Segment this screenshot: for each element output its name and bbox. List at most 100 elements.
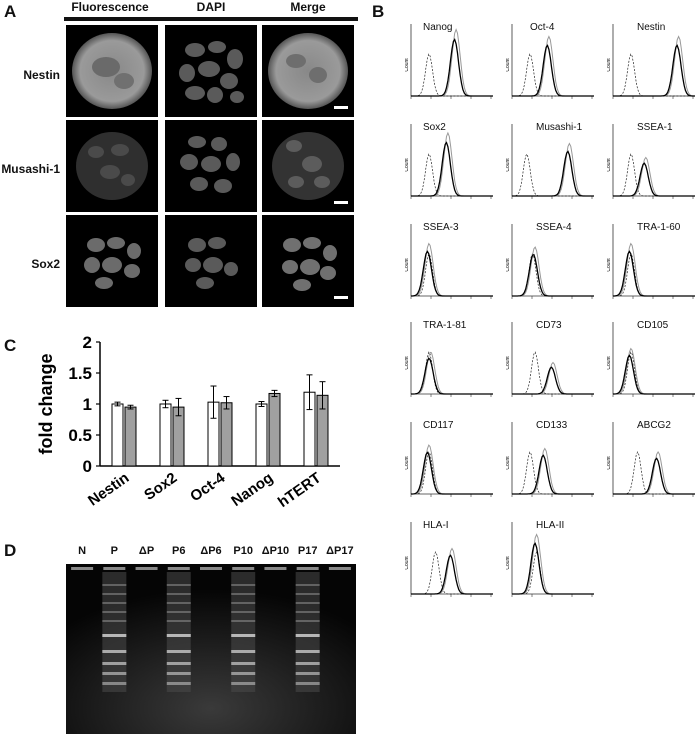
micrograph-musashi-1-merge	[262, 120, 354, 212]
histogram-nestin: Count Nestin	[606, 20, 697, 105]
histogram-musashi-1: Count Musashi-1	[505, 120, 596, 205]
isotype-curve	[411, 351, 493, 395]
sample-curve-black	[613, 457, 695, 495]
sample-curve-gray	[613, 156, 695, 197]
band	[231, 634, 256, 637]
band	[295, 650, 320, 653]
lane-label: P6	[172, 545, 186, 557]
histogram-tra-1-81: Count TRA-1-81	[404, 318, 495, 403]
sample-curve-black	[411, 141, 493, 197]
sample-curve-gray	[512, 35, 594, 97]
band	[166, 634, 191, 637]
band	[166, 682, 191, 685]
band	[295, 611, 320, 613]
lane-label: ΔP17	[326, 545, 354, 557]
isotype-curve	[613, 451, 695, 495]
histogram-label: Oct-4	[530, 22, 555, 33]
panel-letter-d: D	[4, 541, 17, 560]
lane-label: P10	[233, 545, 253, 557]
micrograph-nestin-merge	[262, 25, 354, 117]
micrograph-sox2-dapi	[165, 215, 257, 307]
isotype-curve	[613, 53, 695, 97]
column-header-merge: Merge	[290, 0, 326, 14]
histogram-label: SSEA-1	[637, 122, 673, 133]
band	[102, 611, 127, 613]
scale-bar	[334, 201, 348, 204]
histogram-label: TRA-1-81	[423, 320, 467, 331]
bar	[268, 392, 281, 467]
column-header-dapi: DAPI	[196, 0, 226, 14]
histogram-ylabel: Count	[607, 58, 612, 72]
histogram-ylabel: Count	[506, 456, 511, 470]
histogram-ylabel: Count	[506, 58, 511, 72]
histogram-nanog: Count Nanog	[404, 20, 495, 105]
histogram-label: HLA-I	[423, 520, 449, 531]
histogram-label: CD133	[536, 420, 568, 431]
micrograph-musashi-1-fluorescence	[66, 120, 158, 212]
histogram-ylabel: Count	[405, 158, 410, 172]
sample-curve-black	[411, 38, 493, 97]
x-tick-label: Nestin	[85, 469, 132, 509]
y-axis-label: fold change	[36, 353, 56, 454]
sample-curve-gray	[512, 142, 594, 197]
sample-curve-gray	[613, 451, 695, 495]
histogram-hla-ii: Count HLA-II	[505, 518, 596, 603]
histogram-label: Nanog	[423, 22, 453, 33]
band	[231, 584, 256, 586]
histogram-cd105: Count CD105	[606, 318, 697, 403]
sample-curve-black	[411, 250, 493, 297]
bar	[111, 403, 124, 467]
row-label-musashi-1: Musashi-1	[1, 162, 60, 176]
y-tick-label: 0.5	[68, 426, 92, 445]
well	[232, 567, 255, 570]
lane-label: ΔP	[138, 545, 155, 557]
sample-curve-black	[613, 44, 695, 97]
band	[102, 584, 127, 586]
band	[166, 650, 191, 653]
sample-curve-gray	[512, 533, 594, 595]
histogram-ylabel: Count	[506, 356, 511, 370]
histogram-ssea-1: Count SSEA-1	[606, 120, 697, 205]
band	[295, 620, 320, 622]
panel-letter-b: B	[372, 2, 385, 21]
band	[166, 672, 191, 675]
band	[166, 620, 191, 622]
x-tick-label: Sox2	[141, 469, 180, 503]
band	[231, 672, 256, 675]
bar	[220, 402, 233, 467]
row-label-nestin: Nestin	[23, 68, 60, 82]
well	[296, 567, 319, 570]
histogram-ylabel: Count	[405, 258, 410, 272]
band	[295, 662, 320, 665]
sample-curve-black	[613, 162, 695, 197]
histogram-label: CD117	[423, 420, 454, 431]
sample-curve-gray	[411, 351, 493, 395]
histogram-label: ABCG2	[637, 420, 671, 431]
band	[295, 672, 320, 675]
histogram-ylabel: Count	[607, 456, 612, 470]
histogram-ylabel: Count	[506, 258, 511, 272]
histogram-ylabel: Count	[405, 456, 410, 470]
histogram-tra-1-60: Count TRA-1-60	[606, 220, 697, 305]
histogram-label: Musashi-1	[536, 122, 583, 133]
y-tick-label: 0	[83, 457, 92, 476]
well	[328, 567, 351, 570]
isotype-curve	[512, 253, 594, 297]
histogram-cd73: Count CD73	[505, 318, 596, 403]
micrograph-nestin-dapi	[165, 25, 257, 117]
histogram-ssea-3: Count SSEA-3	[404, 220, 495, 305]
band	[102, 672, 127, 675]
y-tick-label: 2	[83, 333, 92, 352]
histogram-cd133: Count CD133	[505, 418, 596, 503]
band	[102, 650, 127, 653]
band	[295, 682, 320, 685]
sample-curve-black	[613, 354, 695, 395]
histogram-label: SSEA-3	[423, 222, 459, 233]
sample-curve-gray	[512, 447, 594, 495]
histogram-label: Nestin	[637, 22, 666, 33]
panel-c-bar-chart: 0 0.5 1 1.5 2 fold change Nestin Sox2 Oct-4 Nanog…	[36, 333, 340, 511]
sample-curve-gray	[613, 35, 696, 97]
row-label-sox2: Sox2	[31, 257, 60, 271]
band	[102, 602, 127, 604]
well	[103, 567, 126, 570]
